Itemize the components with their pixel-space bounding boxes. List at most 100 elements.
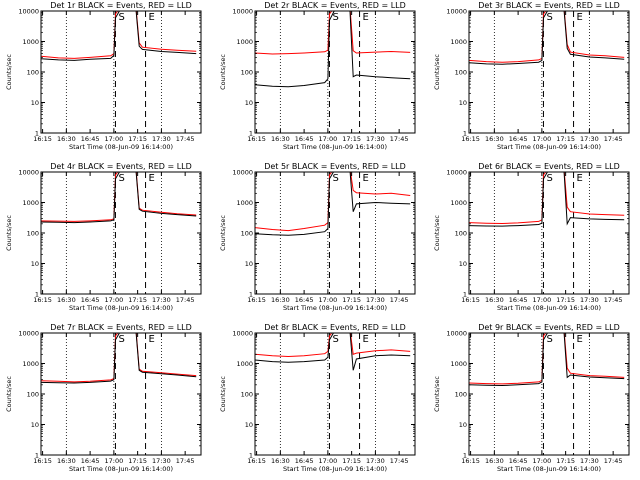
- y-tick-label: 10000: [446, 169, 467, 177]
- y-tick-label: 1: [35, 130, 39, 138]
- y-tick-label: 10000: [232, 8, 253, 16]
- x-tick-label: 17:45: [390, 457, 409, 465]
- y-axis-label: Counts/sec: [219, 215, 227, 251]
- events-series-line: [255, 172, 411, 236]
- y-axis-label: Counts/sec: [219, 54, 227, 90]
- x-tick-label: 17:00: [105, 457, 124, 465]
- plot-frame: [40, 10, 202, 134]
- detector-panel: Det 1r BLACK = Events, RED = LLD S E 1 10 100…: [5, 1, 202, 151]
- x-tick-label: 16:15: [461, 135, 480, 143]
- x-tick-label: 16:15: [33, 135, 52, 143]
- x-tick-label: 17:00: [105, 296, 124, 304]
- x-tick-label: 17:15: [556, 135, 575, 143]
- y-tick-label: 1000: [22, 199, 39, 207]
- x-tick-label: 16:15: [461, 296, 480, 304]
- x-axis-label: Start Time (08-Jun-09 16:14:00): [69, 143, 173, 151]
- x-tick-label: 16:30: [57, 135, 76, 143]
- y-axis-label: Counts/sec: [433, 376, 441, 412]
- plot-frame: [468, 332, 630, 456]
- y-tick-label: 1000: [450, 360, 467, 368]
- event-marker-label: S: [546, 334, 552, 345]
- y-tick-label: 1000: [450, 38, 467, 46]
- x-axis-label: Start Time (08-Jun-09 16:14:00): [497, 304, 601, 312]
- x-tick-label: 17:45: [604, 457, 623, 465]
- y-tick-label: 1: [463, 452, 467, 460]
- plot-frame: [40, 171, 202, 295]
- y-axis-label: Counts/sec: [433, 215, 441, 251]
- y-tick-label: 10: [31, 421, 39, 429]
- event-marker-label: E: [149, 173, 155, 184]
- detector-panel: Det 9r BLACK = Events, RED = LLD S E 1 10 100…: [433, 323, 630, 473]
- event-marker-label: S: [546, 173, 552, 184]
- detector-panel: Det 2r BLACK = Events, RED = LLD S E 1 10 100…: [219, 1, 416, 151]
- y-tick-label: 1000: [236, 360, 253, 368]
- lld-series-line: [255, 172, 411, 232]
- x-tick-label: 16:45: [509, 457, 528, 465]
- y-tick-label: 100: [27, 230, 39, 238]
- y-tick-label: 10000: [18, 330, 39, 338]
- x-tick-label: 16:45: [509, 296, 528, 304]
- y-tick-label: 1: [35, 452, 39, 460]
- x-tick-label: 17:30: [366, 135, 385, 143]
- x-axis-label: Start Time (08-Jun-09 16:14:00): [497, 465, 601, 473]
- event-marker-label: E: [363, 334, 369, 345]
- x-tick-label: 17:00: [319, 296, 338, 304]
- y-tick-label: 10000: [18, 169, 39, 177]
- panel-title: Det 9r BLACK = Events, RED = LLD: [478, 323, 620, 332]
- x-tick-label: 16:15: [247, 296, 266, 304]
- x-tick-label: 17:00: [105, 135, 124, 143]
- event-marker-label: S: [332, 12, 338, 23]
- y-tick-label: 1: [35, 291, 39, 299]
- y-tick-label: 10000: [446, 330, 467, 338]
- y-tick-label: 10: [245, 421, 253, 429]
- x-tick-label: 16:15: [33, 296, 52, 304]
- y-tick-label: 1: [249, 291, 253, 299]
- x-axis-label: Start Time (08-Jun-09 16:14:00): [497, 143, 601, 151]
- x-tick-label: 17:30: [152, 135, 171, 143]
- x-tick-label: 16:15: [247, 135, 266, 143]
- event-marker-label: S: [118, 334, 124, 345]
- x-tick-label: 16:15: [33, 457, 52, 465]
- y-tick-label: 10: [245, 260, 253, 268]
- lld-series-line: [469, 333, 625, 385]
- events-series-line: [41, 11, 197, 61]
- x-tick-label: 16:30: [485, 457, 504, 465]
- y-tick-label: 1: [249, 452, 253, 460]
- events-series-line: [469, 333, 625, 387]
- x-tick-label: 17:45: [176, 135, 195, 143]
- x-tick-label: 16:45: [509, 135, 528, 143]
- x-tick-label: 17:15: [128, 457, 147, 465]
- events-series-line: [469, 172, 625, 227]
- y-tick-label: 100: [241, 391, 253, 399]
- event-marker-label: E: [577, 334, 583, 345]
- y-tick-label: 100: [241, 69, 253, 77]
- y-tick-label: 100: [241, 230, 253, 238]
- panel-title: Det 8r BLACK = Events, RED = LLD: [264, 323, 406, 332]
- y-tick-label: 100: [27, 391, 39, 399]
- x-tick-label: 16:45: [295, 296, 314, 304]
- events-series-line: [255, 11, 411, 88]
- event-marker-label: S: [546, 12, 552, 23]
- x-tick-label: 17:30: [580, 296, 599, 304]
- y-tick-label: 100: [455, 69, 467, 77]
- x-tick-label: 17:45: [604, 135, 623, 143]
- panel-title: Det 6r BLACK = Events, RED = LLD: [478, 162, 620, 171]
- x-tick-label: 17:30: [366, 457, 385, 465]
- plot-frame: [254, 332, 416, 456]
- y-tick-label: 10: [31, 260, 39, 268]
- event-marker-label: E: [577, 12, 583, 23]
- x-tick-label: 16:15: [247, 457, 266, 465]
- y-axis-label: Counts/sec: [5, 376, 13, 412]
- x-tick-label: 17:00: [319, 457, 338, 465]
- event-marker-label: E: [149, 12, 155, 23]
- plot-frame: [468, 171, 630, 295]
- event-marker-label: S: [332, 173, 338, 184]
- y-tick-label: 10000: [18, 8, 39, 16]
- plot-frame: [254, 171, 416, 295]
- x-tick-label: 17:30: [366, 296, 385, 304]
- panel-title: Det 2r BLACK = Events, RED = LLD: [264, 1, 406, 10]
- detector-panel: Det 6r BLACK = Events, RED = LLD S E 1 10 100…: [433, 162, 630, 312]
- x-tick-label: 17:45: [390, 135, 409, 143]
- y-tick-label: 10: [459, 260, 467, 268]
- y-axis-label: Counts/sec: [5, 215, 13, 251]
